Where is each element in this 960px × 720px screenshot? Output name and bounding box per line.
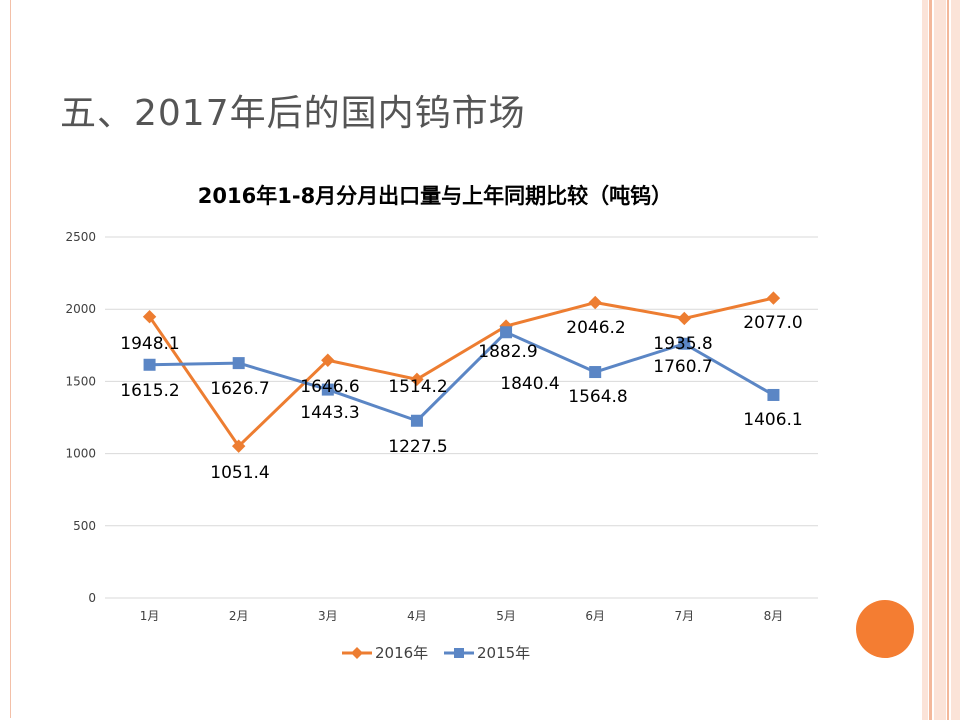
stripe <box>947 0 949 720</box>
data-label: 2046.2 <box>566 318 625 338</box>
stripe <box>929 0 932 720</box>
data-label: 1840.4 <box>500 374 559 394</box>
data-label: 1051.4 <box>210 463 269 483</box>
data-point <box>767 388 780 401</box>
legend-label: 2016年 <box>375 644 428 662</box>
series-line <box>149 330 775 423</box>
y-tick-label: 1500 <box>65 374 96 388</box>
data-point <box>321 383 334 396</box>
x-tick-label: 8月 <box>764 609 784 623</box>
data-point <box>766 291 781 305</box>
data-point <box>678 337 691 350</box>
data-point <box>321 353 335 367</box>
legend-swatch-marker <box>454 648 464 658</box>
data-point <box>500 326 513 339</box>
y-tick-label: 500 <box>73 519 96 533</box>
data-point <box>231 439 246 453</box>
data-point <box>410 372 424 387</box>
data-point <box>143 358 156 371</box>
y-tick-label: 0 <box>88 591 96 605</box>
y-tick-label: 2500 <box>65 230 96 244</box>
x-axis-ticks: 1月 2月 3月 4月 5月 6月 7月 8月 <box>140 609 784 623</box>
y-tick-label: 2000 <box>65 302 96 316</box>
data-label: 1760.7 <box>653 357 712 377</box>
data-label: 1626.7 <box>210 379 269 399</box>
data-point <box>589 366 602 379</box>
gridlines <box>105 236 818 599</box>
data-label: 1227.5 <box>388 437 447 457</box>
x-tick-label: 6月 <box>585 609 605 623</box>
data-label: 1948.1 <box>120 334 179 354</box>
x-tick-label: 1月 <box>140 609 160 623</box>
y-axis-ticks: 0 500 1000 1500 2000 2500 <box>65 230 96 605</box>
legend-label: 2015年 <box>477 644 530 662</box>
data-label: 1615.2 <box>120 381 179 401</box>
x-tick-label: 3月 <box>318 609 338 623</box>
stripe <box>951 0 960 720</box>
data-label: 1935.8 <box>653 334 712 354</box>
data-label: 1564.8 <box>568 387 627 407</box>
stripe <box>934 0 946 720</box>
data-label: 1406.1 <box>743 410 802 430</box>
data-point <box>677 311 692 326</box>
data-label: 2077.0 <box>743 313 802 333</box>
data-label: 1646.6 <box>300 377 359 397</box>
data-label: 1882.9 <box>478 342 537 362</box>
data-label: 1514.2 <box>388 377 447 397</box>
data-point <box>232 357 245 370</box>
data-point <box>410 414 423 427</box>
decorative-stripes <box>922 0 960 720</box>
slide-title: 五、2017年后的国内钨市场 <box>60 93 526 134</box>
data-labels: 1948.1 1051.4 1646.6 1514.2 1882.9 2046.2 1935… <box>120 313 802 483</box>
data-label: 1443.3 <box>300 403 359 423</box>
x-tick-label: 7月 <box>674 609 694 623</box>
x-tick-label: 5月 <box>496 609 516 623</box>
data-point <box>588 295 602 310</box>
data-point <box>142 309 157 324</box>
series-line <box>148 296 774 448</box>
stripe <box>922 0 928 720</box>
legend: 2016年 2015年 <box>342 644 530 662</box>
decorative-circle <box>856 600 914 658</box>
x-tick-label: 2月 <box>229 609 249 623</box>
y-tick-label: 1000 <box>65 447 96 461</box>
legend-swatch-marker <box>351 647 363 659</box>
series-lines <box>142 291 781 453</box>
x-tick-label: 4月 <box>407 609 427 623</box>
chart-title: 2016年1-8月分月出口量与上年同期比较（吨钨） <box>198 184 672 208</box>
